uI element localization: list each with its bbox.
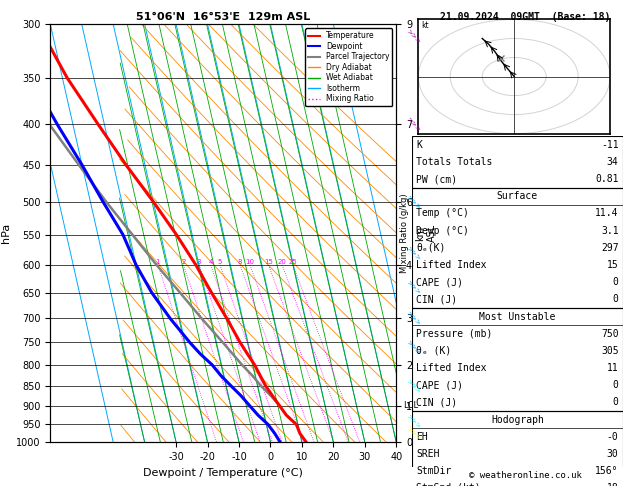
- Text: 15: 15: [264, 259, 273, 265]
- Text: 5: 5: [218, 259, 222, 265]
- Text: θₑ(K): θₑ(K): [416, 243, 445, 253]
- Text: -0: -0: [607, 432, 618, 442]
- Text: 3: 3: [197, 259, 201, 265]
- Text: kt: kt: [421, 21, 429, 30]
- Text: CIN (J): CIN (J): [416, 295, 457, 304]
- Text: Lifted Index: Lifted Index: [416, 260, 487, 270]
- Text: Lifted Index: Lifted Index: [416, 363, 487, 373]
- Text: >>>: >>>: [406, 339, 423, 355]
- Text: StmDir: StmDir: [416, 466, 452, 476]
- Text: 20: 20: [278, 259, 287, 265]
- Legend: Temperature, Dewpoint, Parcel Trajectory, Dry Adiabat, Wet Adiabat, Isotherm, Mi: Temperature, Dewpoint, Parcel Trajectory…: [305, 28, 392, 106]
- Text: Hodograph: Hodograph: [491, 415, 544, 425]
- Text: © weatheronline.co.uk: © weatheronline.co.uk: [469, 471, 582, 480]
- Text: Dewp (°C): Dewp (°C): [416, 226, 469, 236]
- Bar: [412, 136, 623, 188]
- Text: 1: 1: [156, 259, 160, 265]
- Text: Pressure (mb): Pressure (mb): [416, 329, 493, 339]
- Text: >>>: >>>: [406, 413, 423, 429]
- Text: 10: 10: [245, 259, 255, 265]
- Text: θₑ (K): θₑ (K): [416, 346, 452, 356]
- Text: >>>: >>>: [406, 245, 423, 261]
- Text: >>>: >>>: [406, 279, 423, 295]
- Text: 4: 4: [209, 259, 213, 265]
- Text: CAPE (J): CAPE (J): [416, 277, 463, 287]
- Text: >>>: >>>: [406, 310, 423, 327]
- Text: Surface: Surface: [497, 191, 538, 201]
- Text: Temp (°C): Temp (°C): [416, 208, 469, 218]
- Text: LCL: LCL: [403, 401, 418, 410]
- Text: 34: 34: [607, 157, 618, 167]
- Text: 2: 2: [181, 259, 186, 265]
- Text: 11: 11: [607, 363, 618, 373]
- X-axis label: Dewpoint / Temperature (°C): Dewpoint / Temperature (°C): [143, 468, 303, 478]
- Text: PW (cm): PW (cm): [416, 174, 457, 184]
- Text: CIN (J): CIN (J): [416, 398, 457, 407]
- Text: 21.09.2024  09GMT  (Base: 18): 21.09.2024 09GMT (Base: 18): [440, 12, 610, 22]
- Text: 15: 15: [607, 260, 618, 270]
- Text: >>>: >>>: [406, 425, 423, 442]
- Text: 0: 0: [613, 295, 618, 304]
- Text: >>>: >>>: [406, 193, 423, 210]
- Text: 25: 25: [289, 259, 298, 265]
- Bar: [412, 308, 623, 411]
- Y-axis label: hPa: hPa: [1, 223, 11, 243]
- Text: >>>: >>>: [406, 27, 423, 44]
- Text: 30: 30: [607, 449, 618, 459]
- Text: Mixing Ratio (g/kg): Mixing Ratio (g/kg): [400, 193, 409, 273]
- Text: -11: -11: [601, 139, 618, 150]
- Text: 0: 0: [613, 398, 618, 407]
- Text: 0.81: 0.81: [595, 174, 618, 184]
- Text: 18: 18: [607, 484, 618, 486]
- Bar: [412, 411, 623, 486]
- Text: Totals Totals: Totals Totals: [416, 157, 493, 167]
- Y-axis label: km
ASL: km ASL: [415, 224, 437, 243]
- Title: 51°06'N  16°53'E  129m ASL: 51°06'N 16°53'E 129m ASL: [136, 12, 311, 22]
- Text: 8: 8: [238, 259, 242, 265]
- Text: 0: 0: [613, 380, 618, 390]
- Text: K: K: [416, 139, 422, 150]
- Text: >>>: >>>: [406, 116, 423, 133]
- Text: SREH: SREH: [416, 449, 440, 459]
- Text: 0: 0: [613, 277, 618, 287]
- Bar: [412, 188, 623, 308]
- Text: 297: 297: [601, 243, 618, 253]
- Text: 3.1: 3.1: [601, 226, 618, 236]
- Text: 750: 750: [601, 329, 618, 339]
- Text: 305: 305: [601, 346, 618, 356]
- Text: CAPE (J): CAPE (J): [416, 380, 463, 390]
- Text: StmSpd (kt): StmSpd (kt): [416, 484, 481, 486]
- Text: 11.4: 11.4: [595, 208, 618, 218]
- Text: 156°: 156°: [595, 466, 618, 476]
- Text: Most Unstable: Most Unstable: [479, 312, 555, 322]
- Text: >>>: >>>: [406, 378, 423, 394]
- Text: EH: EH: [416, 432, 428, 442]
